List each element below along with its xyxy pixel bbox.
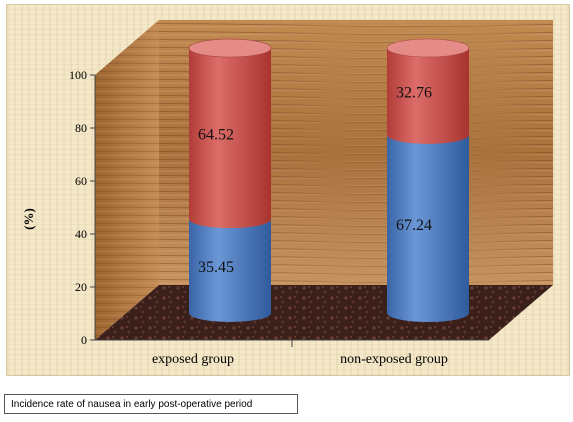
category-label: exposed group (152, 352, 234, 367)
bar-segment (387, 48, 469, 144)
chart-area: 0 20 40 60 80 100 35.45 64.52 67.24 32.76 expose… (6, 4, 570, 376)
y-ticks: 0 20 40 60 80 100 (69, 68, 95, 347)
y-tick-label: 0 (81, 333, 87, 347)
bar-segment (189, 219, 271, 322)
chart-svg: 0 20 40 60 80 100 35.45 64.52 67.24 32.76 expose… (21, 20, 553, 367)
floor (95, 285, 553, 340)
y-tick-label: 100 (69, 68, 87, 82)
y-axis-label: (%) (21, 208, 36, 230)
y-tick-label: 40 (75, 227, 87, 241)
data-label: 32.76 (396, 84, 432, 101)
bar-top-cap (386, 38, 470, 58)
caption-box: Incidence rate of nausea in early post-o… (4, 394, 298, 414)
y-tick-label: 60 (75, 174, 87, 188)
data-label: 67.24 (396, 217, 432, 234)
caption-text: Incidence rate of nausea in early post-o… (11, 399, 253, 410)
y-tick-label: 80 (75, 121, 87, 135)
category-label: non-exposed group (340, 352, 448, 367)
bar-stack: 67.24 32.76 (386, 38, 470, 322)
side-wall-grain (95, 20, 159, 340)
bars: 35.45 64.52 67.24 32.76 (188, 38, 470, 322)
bar-top-cap (188, 38, 272, 58)
bar-stack: 35.45 64.52 (188, 38, 272, 322)
category-labels: exposed group non-exposed group (152, 352, 448, 367)
data-label: 35.45 (198, 259, 234, 276)
data-label: 64.52 (198, 127, 234, 144)
y-tick-label: 20 (75, 280, 87, 294)
bar-segment (387, 134, 469, 322)
bar-segment (189, 48, 271, 229)
